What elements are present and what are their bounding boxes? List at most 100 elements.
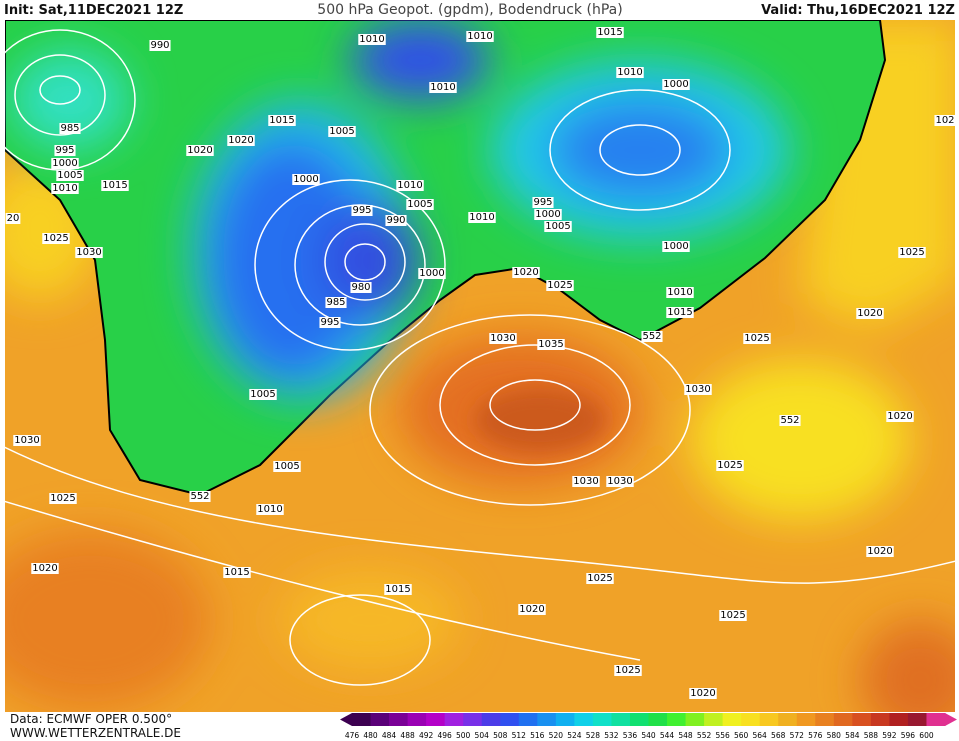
scale-cell xyxy=(648,713,668,726)
scale-label: 600 xyxy=(919,731,934,740)
isobar-label: 1010 xyxy=(617,67,642,78)
isobars xyxy=(5,29,955,686)
label-bg xyxy=(328,126,356,137)
label-bg xyxy=(149,40,171,51)
scale-cell xyxy=(629,713,649,726)
scale-cell xyxy=(759,713,779,726)
init-time: Init: Sat,11DEC2021 12Z xyxy=(4,3,183,18)
scale-label: 548 xyxy=(678,731,693,740)
scale-label: 500 xyxy=(456,731,471,740)
scale-label: 480 xyxy=(363,731,378,740)
scale-cell xyxy=(722,713,742,726)
label-bg xyxy=(537,339,565,350)
scale-label: 512 xyxy=(512,731,527,740)
isobar-label: 1000 xyxy=(419,268,444,279)
label-bg xyxy=(189,491,211,502)
scale-cell xyxy=(926,713,946,726)
label-bg xyxy=(586,573,614,584)
scale-label: 580 xyxy=(827,731,842,740)
scale-label: 528 xyxy=(586,731,601,740)
isobar-label: 1030 xyxy=(490,333,515,344)
scale-cell xyxy=(815,713,835,726)
scale-cell xyxy=(537,713,557,726)
label-bg xyxy=(396,180,424,191)
label-bg xyxy=(350,282,372,293)
isobar-label: 20 xyxy=(7,213,20,224)
isobar-label: 990 xyxy=(150,40,169,51)
scale-cell xyxy=(370,713,390,726)
isobar-label: 552 xyxy=(642,331,661,342)
label-bg xyxy=(596,27,624,38)
label-bg xyxy=(534,209,562,220)
scale-arrow-left xyxy=(340,713,352,726)
isobar-label: 1005 xyxy=(545,221,570,232)
isobar-label: 1005 xyxy=(407,199,432,210)
scale-label: 592 xyxy=(882,731,897,740)
isobar-label: 1025 xyxy=(717,460,742,471)
scale-cell xyxy=(852,713,872,726)
label-bg xyxy=(223,567,251,578)
isobar-label: 1025 xyxy=(43,233,68,244)
label-bg xyxy=(614,665,642,676)
label-bg xyxy=(684,384,712,395)
isobar-label: 1005 xyxy=(250,389,275,400)
scale-cell xyxy=(426,713,446,726)
label-bg xyxy=(75,247,103,258)
isobar-label: 1030 xyxy=(573,476,598,487)
scale-label: 508 xyxy=(493,731,508,740)
label-bg xyxy=(546,280,574,291)
isobar-label: 102 xyxy=(935,115,954,126)
isobar-label: 1000 xyxy=(535,209,560,220)
scale-cell xyxy=(685,713,705,726)
isobar-label: 1015 xyxy=(102,180,127,191)
isobar-label: 1000 xyxy=(52,158,77,169)
label-bg xyxy=(512,267,540,278)
isobar-label: 995 xyxy=(320,317,339,328)
isobar-label: 1020 xyxy=(513,267,538,278)
isobar-label: 1030 xyxy=(685,384,710,395)
scale-label: 576 xyxy=(808,731,823,740)
label-bg xyxy=(406,199,434,210)
isobar-label: 1015 xyxy=(269,115,294,126)
isobar-label: 1025 xyxy=(547,280,572,291)
valid-time: Valid: Thu,16DEC2021 12Z xyxy=(761,3,955,18)
scale-cell xyxy=(574,713,594,726)
isobar-label: 1025 xyxy=(744,333,769,344)
scale-cell xyxy=(592,713,612,726)
isobar-label: 985 xyxy=(326,297,345,308)
label-bg xyxy=(351,205,373,216)
map-field xyxy=(5,20,955,712)
isobar-label: 1005 xyxy=(57,170,82,181)
label-bg xyxy=(719,610,747,621)
scale-cell xyxy=(833,713,853,726)
label-bg xyxy=(856,308,884,319)
scale-label: 560 xyxy=(734,731,749,740)
scale-cell xyxy=(778,713,798,726)
scale-cell xyxy=(389,713,409,726)
isobar-label: 1000 xyxy=(293,174,318,185)
scale-label: 588 xyxy=(864,731,879,740)
label-bg xyxy=(429,82,457,93)
label-bg xyxy=(466,31,494,42)
label-bg xyxy=(54,145,76,156)
label-bg xyxy=(934,115,956,126)
label-bg xyxy=(101,180,129,191)
isobar-label: 1010 xyxy=(52,183,77,194)
label-bg xyxy=(666,287,694,298)
isobar-label: 552 xyxy=(780,415,799,426)
label-bg xyxy=(186,145,214,156)
isobar-label: 1020 xyxy=(228,135,253,146)
isobar-label: 1020 xyxy=(867,546,892,557)
label-bg xyxy=(227,135,255,146)
isobar-label: 995 xyxy=(352,205,371,216)
label-bg xyxy=(662,79,690,90)
scale-label: 532 xyxy=(604,731,619,740)
scale-label: 568 xyxy=(771,731,786,740)
label-bg xyxy=(256,504,284,515)
isobar-label: 1010 xyxy=(257,504,282,515)
isobar-label: 1025 xyxy=(587,573,612,584)
label-bg xyxy=(292,174,320,185)
isobar-label: 1015 xyxy=(224,567,249,578)
scale-label: 476 xyxy=(345,731,360,740)
isobar-label: 1010 xyxy=(430,82,455,93)
